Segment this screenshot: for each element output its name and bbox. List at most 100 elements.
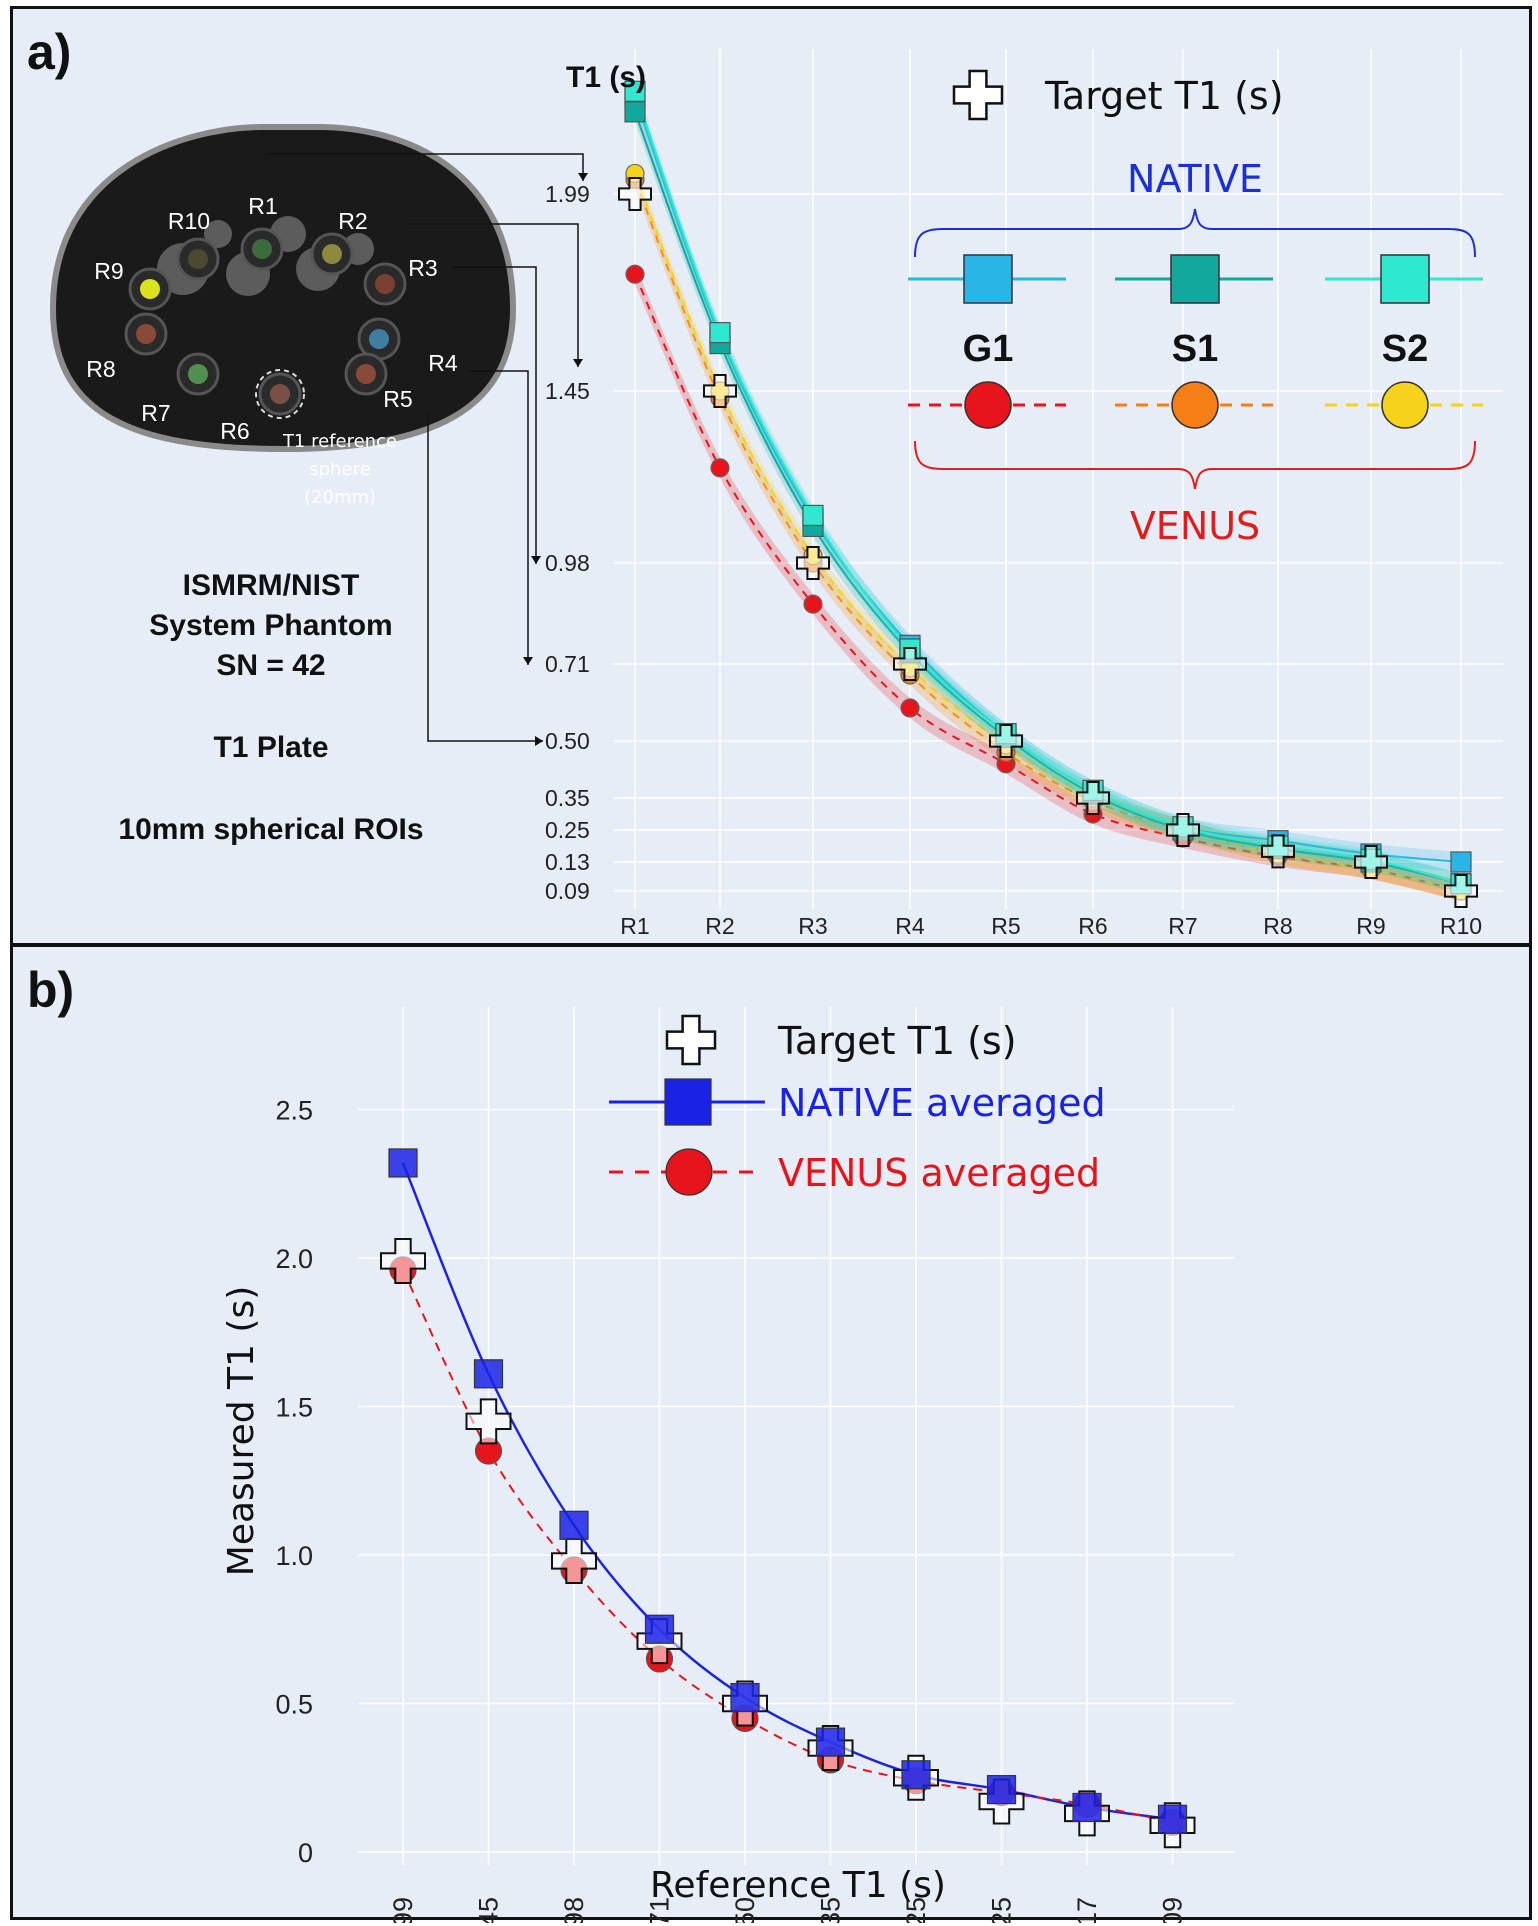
x-tick-label: 0.09 — [1158, 1897, 1188, 1923]
y-tick-label: 0 — [298, 1838, 313, 1868]
roi-label-R4: R4 — [428, 350, 458, 376]
native-averaged-line — [401, 1162, 1173, 1821]
x-tick-label: 0.25 — [987, 1897, 1017, 1923]
native-brace — [914, 208, 1476, 258]
x-tick-label: 0.17 — [1072, 1897, 1102, 1923]
x-tick-label: 0.50 — [730, 1897, 760, 1923]
phantom-image: R1 R2 R3 R4 R5 R6 R7 R8 R9 R10 T1 reference sphere (… — [49, 124, 517, 508]
native-data-point — [1157, 1804, 1188, 1834]
data-point-circle — [710, 458, 730, 478]
phantom-caption-line: 10mm spherical ROIs — [118, 813, 423, 846]
target-legend-cross-icon — [665, 1014, 717, 1066]
legend-group-label: S1 — [1172, 328, 1218, 370]
native-data-point — [815, 1727, 846, 1757]
reference-sphere-outline — [255, 369, 305, 419]
confidence-band-venus-g1 — [635, 264, 1461, 901]
roi-sphere — [140, 279, 160, 299]
target-cross-marker — [893, 647, 927, 681]
legend-venus-circle-icon — [964, 381, 1012, 429]
panel-a-label: a) — [27, 24, 71, 80]
data-point-circle — [803, 594, 823, 614]
native-legend-label: NATIVE — [1127, 157, 1263, 201]
y-tick-label: 1.99 — [545, 181, 590, 207]
target-cross-marker — [1166, 813, 1200, 847]
legend-venus-circle-icon — [665, 1148, 713, 1196]
roi-label-R9: R9 — [94, 258, 123, 284]
roi-label-R1: R1 — [248, 193, 277, 219]
roi-sphere — [188, 249, 208, 269]
y-axis-title: T1 (s) — [566, 61, 646, 94]
x-tick-label: R5 — [991, 913, 1020, 939]
reference-sphere-label: T1 reference — [282, 431, 397, 452]
legend-native-square-icon — [664, 1078, 712, 1126]
connector-line — [267, 153, 584, 181]
native-data-point — [388, 1148, 418, 1178]
roi-sphere — [252, 239, 272, 259]
target-cross-marker — [1354, 845, 1388, 879]
y-tick-label: 1.0 — [275, 1541, 313, 1571]
x-tick-label: 0.25 — [901, 1897, 931, 1923]
y-tick-label: 0.50 — [545, 728, 590, 754]
roi-label-R5: R5 — [383, 386, 412, 412]
data-point-square — [802, 504, 824, 527]
target-cross-marker — [1076, 781, 1110, 815]
phantom-caption-line: System Phantom — [149, 609, 392, 642]
y-tick-label: 1.45 — [545, 378, 590, 404]
legend-group-label: G1 — [963, 328, 1014, 370]
phantom-caption-line: SN = 42 — [216, 649, 325, 682]
data-point-square — [624, 80, 646, 102]
legend-native-square-icon — [963, 254, 1013, 304]
series-line-native-s2 — [634, 90, 1462, 885]
y-tick-label: 2.5 — [275, 1096, 313, 1126]
x-tick-label: 0.98 — [559, 1897, 589, 1923]
y-tick-label: 0.35 — [545, 785, 590, 811]
reference-sphere-label: (20mm) — [304, 487, 376, 508]
native-data-point — [901, 1760, 931, 1790]
roi-label-R6: R6 — [220, 418, 249, 444]
roi-sphere — [375, 274, 395, 294]
y-tick-label: 0.13 — [545, 849, 590, 875]
panel-b-canvas: b) 1.991.450.980.710.500.350.250.250.170… — [27, 962, 1235, 1923]
confidence-band-native-s1 — [635, 101, 1461, 894]
venus-averaged-line — [402, 1269, 1173, 1824]
venus-brace — [914, 440, 1476, 490]
reference-sphere-label: sphere — [309, 459, 370, 480]
roi-label-R8: R8 — [86, 356, 115, 382]
legend-venus-label: VENUS averaged — [778, 1151, 1100, 1195]
data-point-square — [1450, 851, 1472, 873]
y-tick-label: 0.25 — [545, 817, 590, 843]
connector-line — [453, 266, 537, 564]
x-tick-label: R3 — [798, 913, 827, 939]
target-cross-marker — [989, 724, 1023, 758]
x-tick-label: R1 — [620, 913, 649, 939]
y-axis-title-b: Measured T1 (s) — [221, 1286, 262, 1576]
roi-label-R10: R10 — [168, 208, 210, 234]
native-data-point — [473, 1359, 504, 1389]
native-data-point — [1072, 1792, 1102, 1823]
native-data-point — [644, 1614, 675, 1644]
y-tick-label: 0.98 — [545, 550, 590, 576]
roi-sphere — [270, 384, 290, 404]
x-tick-label: R4 — [895, 913, 925, 939]
data-point-circle — [625, 264, 645, 284]
legend-native-label: NATIVE averaged — [778, 1081, 1106, 1125]
roi-sphere — [322, 244, 342, 264]
roi-label-R7: R7 — [141, 400, 170, 426]
y-tick-label: 2.0 — [275, 1244, 313, 1274]
target-legend-cross-icon — [952, 69, 1004, 121]
target-cross-marker — [796, 546, 830, 580]
y-tick-label: 0.5 — [275, 1690, 313, 1720]
target-cross-marker — [703, 374, 737, 408]
target-cross-marker — [465, 1398, 512, 1445]
panel-a: a) R1 R2 R3 R4 R5 R6 R7 R8 R9 R10 T1 reference sphe… — [10, 6, 1532, 946]
legend-group-label: S2 — [1382, 328, 1428, 370]
x-tick-label: 0.35 — [816, 1897, 846, 1923]
roi-label-R2: R2 — [338, 208, 367, 234]
y-tick-label: 1.5 — [275, 1393, 313, 1423]
target-cross-marker — [618, 177, 652, 211]
x-tick-label: R9 — [1356, 913, 1385, 939]
panel-b-label: b) — [27, 962, 74, 1018]
connector-arrowhead — [573, 359, 583, 367]
confidence-band-venus-s1 — [635, 169, 1461, 902]
phantom-gel-disc — [204, 220, 232, 248]
